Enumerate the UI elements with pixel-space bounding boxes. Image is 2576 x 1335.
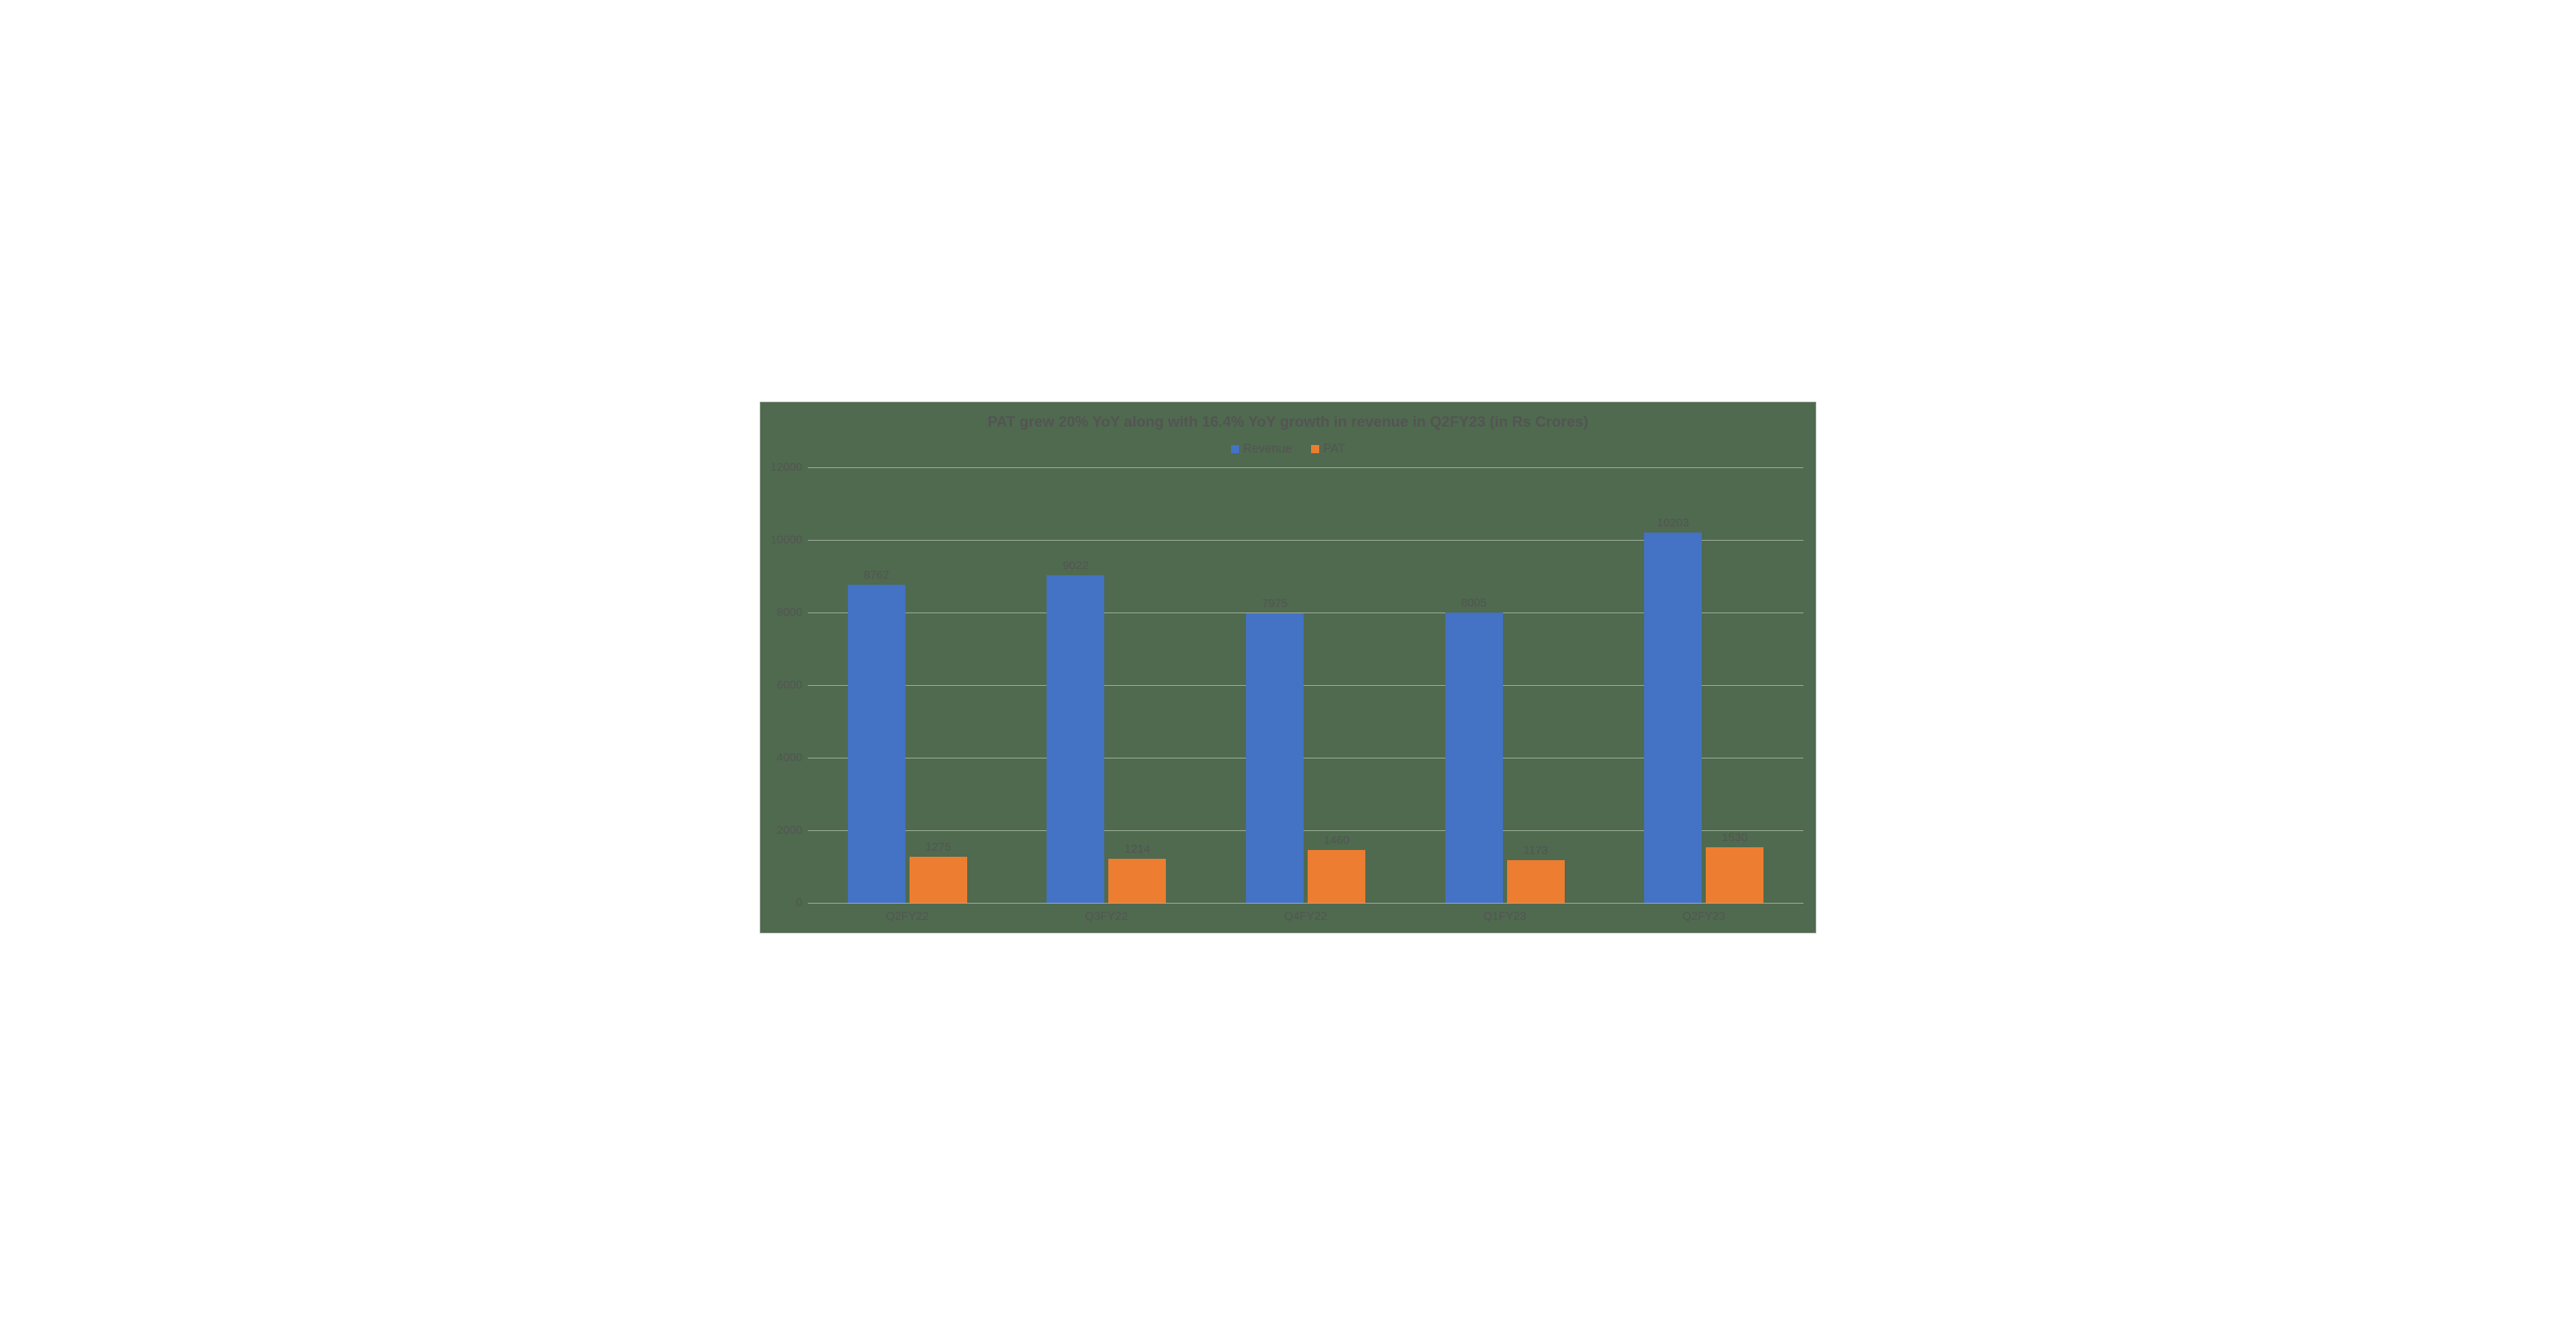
- bar-value-label: 1214: [1125, 843, 1150, 859]
- legend-label: Revenue: [1243, 442, 1292, 456]
- y-tick-label: 0: [796, 896, 808, 910]
- x-tick-label: Q4FY22: [1284, 903, 1327, 923]
- bar-value-label: 1530: [1722, 831, 1748, 847]
- bar-value-label: 1275: [925, 840, 951, 857]
- bar: [1246, 613, 1304, 903]
- legend-item: Revenue: [1231, 442, 1292, 456]
- bar: [1706, 847, 1763, 903]
- x-tick-label: Q2FY23: [1683, 903, 1725, 923]
- bar-value-label: 9022: [1063, 559, 1089, 575]
- y-tick-label: 4000: [777, 751, 808, 765]
- plot-area: 020004000600080001000012000Q2FY228762127…: [808, 467, 1803, 903]
- x-tick-label: Q3FY22: [1085, 903, 1128, 923]
- y-tick-label: 12000: [770, 461, 808, 474]
- bar-value-label: 8005: [1461, 596, 1487, 613]
- bar: [1108, 859, 1166, 903]
- bar: [1308, 850, 1365, 903]
- bar-value-label: 7975: [1262, 597, 1288, 613]
- bar: [848, 585, 905, 903]
- y-tick-label: 10000: [770, 533, 808, 547]
- y-tick-label: 6000: [777, 678, 808, 692]
- bar: [1507, 860, 1565, 903]
- bar: [1445, 613, 1503, 903]
- y-tick-label: 8000: [777, 606, 808, 619]
- legend-swatch: [1231, 445, 1239, 453]
- bar-value-label: 10203: [1657, 516, 1689, 533]
- legend-swatch: [1311, 445, 1319, 453]
- chart-frame: PAT grew 20% YoY along with 16.4% YoY gr…: [760, 402, 1816, 933]
- legend: Revenue PAT: [760, 442, 1816, 456]
- chart-title: PAT grew 20% YoY along with 16.4% YoY gr…: [760, 413, 1816, 431]
- bar-value-label: 1173: [1523, 844, 1548, 860]
- x-tick-label: Q1FY23: [1483, 903, 1526, 923]
- y-tick-label: 2000: [777, 824, 808, 837]
- legend-item: PAT: [1311, 442, 1345, 456]
- bar: [1047, 575, 1104, 903]
- x-tick-label: Q2FY22: [886, 903, 929, 923]
- gridline: [808, 467, 1803, 468]
- bar: [1644, 533, 1702, 903]
- bar-value-label: 1460: [1324, 834, 1350, 850]
- bar: [910, 857, 967, 903]
- legend-label: PAT: [1323, 442, 1345, 456]
- bar-value-label: 8762: [863, 568, 889, 585]
